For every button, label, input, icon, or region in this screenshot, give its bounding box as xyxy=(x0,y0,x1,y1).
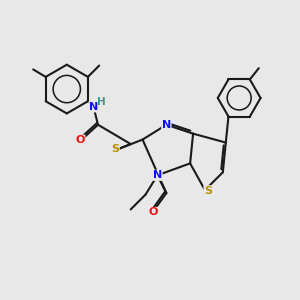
Text: O: O xyxy=(149,207,158,218)
Text: N: N xyxy=(162,120,171,130)
Text: O: O xyxy=(76,135,85,145)
Text: N: N xyxy=(153,170,162,180)
Text: N: N xyxy=(89,102,98,112)
Text: S: S xyxy=(111,144,119,154)
Text: S: S xyxy=(204,186,212,196)
Text: H: H xyxy=(98,97,106,106)
